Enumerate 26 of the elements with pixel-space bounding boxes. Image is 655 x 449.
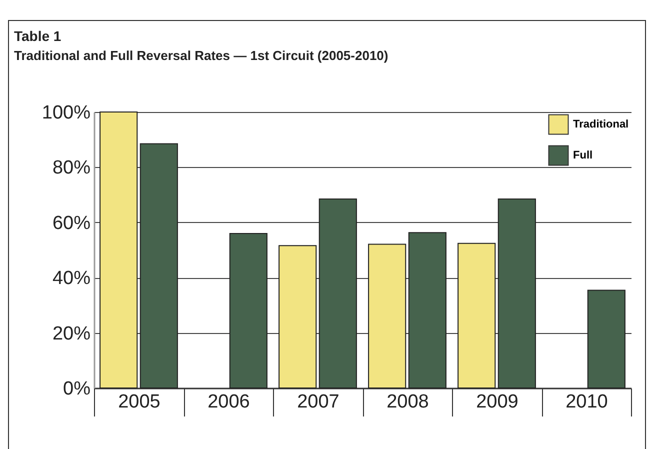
bar <box>318 198 357 388</box>
legend-label: Full <box>573 150 593 162</box>
bar <box>368 244 406 388</box>
x-tick-label: 2008 <box>386 392 429 412</box>
y-tick-label: 100% <box>42 102 91 124</box>
x-tick-label: 2006 <box>208 392 250 412</box>
y-tick-label: 80% <box>52 158 91 179</box>
x-tick-label: 2010 <box>566 392 608 412</box>
x-tick-label: 2005 <box>118 392 160 412</box>
bar <box>140 143 178 388</box>
x-tick-label: 2009 <box>476 392 518 412</box>
bar <box>458 242 496 388</box>
y-tick-label: 40% <box>52 268 91 290</box>
chart-subtitle: Traditional and Full Reversal Rates — 1st Circuit (2005-2010) <box>14 48 388 63</box>
bar <box>278 245 317 388</box>
chart-title: Table 1 <box>14 28 62 44</box>
bar <box>587 290 626 388</box>
bar <box>408 232 446 388</box>
y-tick-label: 20% <box>52 323 91 344</box>
bar <box>100 112 138 388</box>
x-tick-label: 2007 <box>297 392 340 412</box>
y-tick-label: 0% <box>63 378 91 400</box>
bar <box>229 232 268 388</box>
legend-label: Traditional <box>573 118 629 130</box>
bar <box>498 198 536 388</box>
y-tick-label: 60% <box>52 212 91 234</box>
